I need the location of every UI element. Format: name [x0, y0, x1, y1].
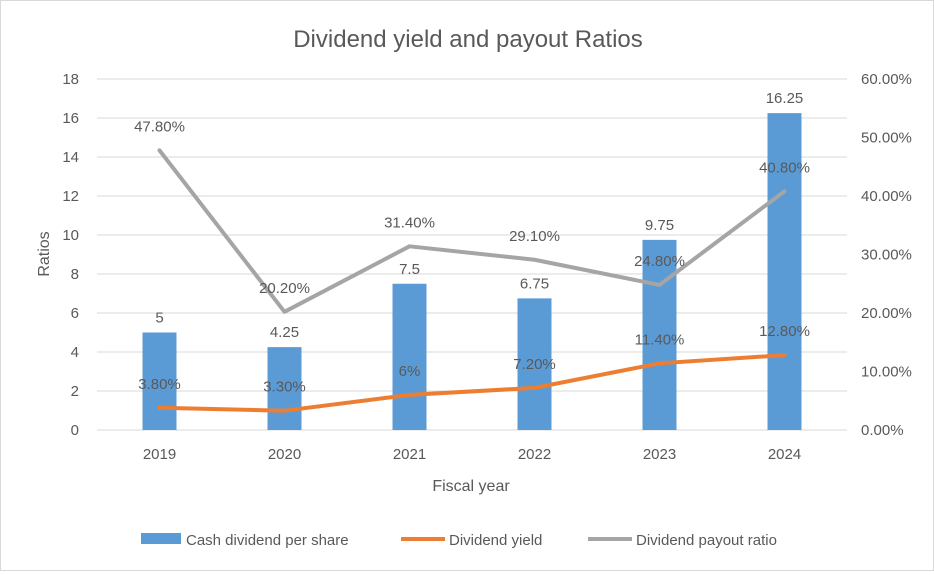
- y2-tick-label: 10.00%: [861, 364, 912, 381]
- legend-item: Dividend payout ratio: [588, 532, 777, 549]
- line-data-label: 11.40%: [635, 331, 685, 348]
- y2-tick-label: 40.00%: [861, 188, 912, 205]
- y-tick-label: 16: [62, 110, 79, 127]
- y-tick-label: 2: [71, 383, 79, 400]
- line-data-label: 29.10%: [509, 228, 560, 245]
- legend-label: Dividend yield: [449, 532, 542, 549]
- x-axis-title: Fiscal year: [432, 478, 510, 495]
- bar: [767, 113, 802, 430]
- y-tick-label: 0: [71, 422, 79, 439]
- line-data-label: 12.80%: [759, 323, 810, 340]
- bar: [517, 298, 552, 430]
- y-tick-label: 18: [62, 71, 79, 88]
- line-data-label: 20.20%: [259, 280, 310, 297]
- series-line: [157, 353, 787, 413]
- legend-label: Dividend payout ratio: [636, 532, 777, 549]
- x-tick-label: 2020: [268, 446, 301, 463]
- line-data-label: 40.80%: [759, 159, 810, 176]
- x-tick-label: 2022: [518, 446, 551, 463]
- x-tick-label: 2023: [643, 446, 676, 463]
- bar-data-label: 5: [155, 310, 163, 327]
- legend-item: Cash dividend per share: [141, 532, 349, 549]
- bar: [392, 283, 427, 430]
- line-data-label: 31.40%: [384, 214, 435, 231]
- x-tick-label: 2024: [768, 446, 801, 463]
- y2-tick-label: 0.00%: [861, 422, 904, 439]
- y-tick-label: 8: [71, 266, 79, 283]
- series-line: [157, 148, 787, 314]
- x-tick-label: 2021: [393, 446, 426, 463]
- y2-tick-label: 50.00%: [861, 130, 912, 147]
- line-data-label: 24.80%: [634, 253, 685, 270]
- bar-data-label: 16.25: [766, 90, 804, 107]
- y-axis-title: Ratios: [36, 231, 53, 276]
- y2-tick-label: 20.00%: [861, 305, 912, 322]
- bar-data-label: 7.5: [399, 261, 420, 278]
- y-tick-label: 6: [71, 305, 79, 322]
- bar: [642, 239, 677, 430]
- line-data-label: 47.80%: [134, 118, 185, 135]
- bar: [142, 332, 177, 430]
- bar-data-label: 6.75: [520, 275, 549, 292]
- y2-tick-label: 30.00%: [861, 247, 912, 264]
- line-data-label: 6%: [399, 363, 421, 380]
- chart-title: Dividend yield and payout Ratios: [293, 26, 643, 53]
- y2-tick-label: 60.00%: [861, 71, 912, 88]
- legend-label: Cash dividend per share: [186, 532, 349, 549]
- legend-item: Dividend yield: [401, 532, 542, 549]
- line-data-label: 3.80%: [138, 376, 181, 393]
- x-tick-label: 2019: [143, 446, 176, 463]
- y-tick-label: 10: [62, 227, 79, 244]
- line-data-label: 3.30%: [263, 379, 306, 396]
- bar-data-label: 4.25: [270, 324, 299, 341]
- bar: [267, 347, 302, 430]
- line-data-label: 7.20%: [513, 356, 556, 373]
- y-tick-label: 4: [71, 344, 79, 361]
- y-tick-label: 14: [62, 149, 79, 166]
- legend-swatch: [141, 533, 181, 544]
- bar-data-label: 9.75: [645, 217, 674, 234]
- y-tick-label: 12: [62, 188, 79, 205]
